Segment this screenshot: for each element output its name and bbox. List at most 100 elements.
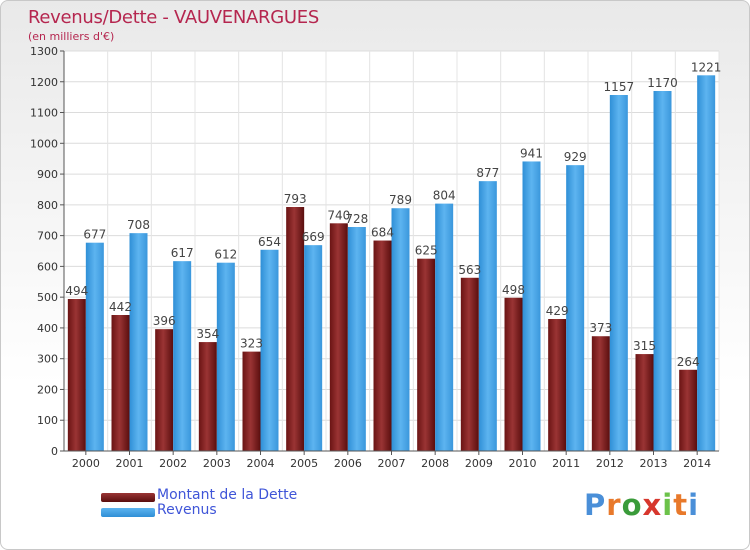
y-tick-label: 300 <box>37 353 58 366</box>
logo-letter: i <box>662 488 674 522</box>
bar-dette-2009 <box>460 277 479 451</box>
x-tick-label: 2000 <box>72 457 100 470</box>
data-label-dette: 354 <box>196 327 219 341</box>
logo-letter: r <box>606 488 622 522</box>
x-tick-label: 2001 <box>116 457 144 470</box>
y-tick-label: 1100 <box>30 107 58 120</box>
bar-dette-2014 <box>679 369 698 451</box>
x-tick-label: 2014 <box>683 457 711 470</box>
data-label-revenus: 654 <box>258 235 281 249</box>
data-label-revenus: 941 <box>520 146 543 160</box>
x-tick-label: 2010 <box>509 457 537 470</box>
bar-revenus-2012 <box>609 95 628 451</box>
chart-subtitle: (en milliers d'€) <box>28 30 115 43</box>
data-label-dette: 793 <box>284 192 307 206</box>
y-tick-label: 500 <box>37 291 58 304</box>
data-label-revenus: 929 <box>564 150 587 164</box>
x-tick-label: 2011 <box>552 457 580 470</box>
data-label-revenus: 708 <box>127 218 150 232</box>
data-label-dette: 429 <box>546 304 569 318</box>
bar-dette-2006 <box>329 223 348 451</box>
proxiti-logo: Proxiti <box>584 488 699 522</box>
data-label-dette: 563 <box>458 263 481 277</box>
logo-letter: t <box>673 488 689 522</box>
data-label-revenus: 804 <box>433 189 456 203</box>
chart-title: Revenus/Dette - VAUVENARGUES <box>28 7 319 28</box>
y-tick-label: 100 <box>37 414 58 427</box>
data-label-revenus: 669 <box>302 230 325 244</box>
data-label-revenus: 612 <box>214 248 237 262</box>
axes: 0 100 200 300 400 500 600 700 800 900 1000 1100 1200… <box>30 45 719 470</box>
data-label-dette: 264 <box>677 355 700 369</box>
data-label-revenus: 789 <box>389 193 412 207</box>
data-label-dette: 740 <box>327 208 350 222</box>
bar-revenus-2013 <box>653 91 672 451</box>
bar-revenus-2002 <box>173 261 192 451</box>
data-label-revenus: 1221 <box>691 60 722 74</box>
data-label-revenus: 677 <box>83 228 106 242</box>
x-tick-label: 2009 <box>465 457 493 470</box>
bar-dette-2011 <box>548 319 567 451</box>
legend-swatch-dette <box>101 493 155 502</box>
x-tick-label: 2005 <box>290 457 318 470</box>
data-label-dette: 315 <box>633 339 656 353</box>
y-tick-label: 1000 <box>30 137 58 150</box>
data-label-dette: 684 <box>371 226 394 240</box>
y-tick-label: 0 <box>51 445 58 458</box>
x-tick-label: 2002 <box>159 457 187 470</box>
bar-revenus-2000 <box>85 242 104 451</box>
y-tick-label: 1300 <box>30 45 58 58</box>
bar-dette-2008 <box>417 258 436 451</box>
y-tick-label: 800 <box>37 199 58 212</box>
data-label-revenus: 1157 <box>604 80 635 94</box>
data-label-revenus: 877 <box>476 166 499 180</box>
bar-revenus-2003 <box>216 262 235 451</box>
bar-revenus-2014 <box>697 75 716 452</box>
bar-revenus-2005 <box>304 245 323 451</box>
legend-label-revenus: Revenus <box>157 502 217 518</box>
data-label-dette: 625 <box>415 244 438 258</box>
bar-revenus-2007 <box>391 208 410 451</box>
data-label-revenus: 1170 <box>647 76 678 90</box>
bar-revenus-2004 <box>260 249 279 451</box>
bars <box>67 75 716 452</box>
data-label-dette: 498 <box>502 283 525 297</box>
x-tick-label: 2004 <box>247 457 275 470</box>
bar-dette-2002 <box>155 329 174 451</box>
bar-dette-2000 <box>67 299 86 451</box>
data-label-dette: 323 <box>240 337 263 351</box>
data-label-revenus: 728 <box>345 212 368 226</box>
y-tick-label: 900 <box>37 168 58 181</box>
logo-letter: x <box>642 488 663 522</box>
x-tick-label: 2007 <box>378 457 406 470</box>
y-tick-label: 200 <box>37 383 58 396</box>
y-tick-label: 400 <box>37 322 58 335</box>
bar-dette-2012 <box>591 336 610 451</box>
data-label-dette: 373 <box>589 321 612 335</box>
x-tick-label: 2008 <box>421 457 449 470</box>
data-label-revenus: 617 <box>171 246 194 260</box>
y-tick-label: 1200 <box>30 76 58 89</box>
bar-dette-2004 <box>242 351 261 451</box>
bar-revenus-2006 <box>347 227 366 451</box>
bar-revenus-2001 <box>129 233 148 451</box>
logo-letter: P <box>584 488 607 522</box>
bar-revenus-2009 <box>478 181 497 451</box>
bar-revenus-2010 <box>522 161 541 451</box>
bar-dette-2003 <box>198 342 217 451</box>
bar-revenus-2011 <box>566 165 585 451</box>
data-label-dette: 442 <box>109 300 132 314</box>
legend-label-dette: Montant de la Dette <box>157 487 298 503</box>
y-tick-label: 700 <box>37 230 58 243</box>
bar-dette-2005 <box>286 207 305 451</box>
bar-dette-2001 <box>111 315 130 451</box>
data-label-dette: 494 <box>65 284 88 298</box>
x-tick-label: 2012 <box>596 457 624 470</box>
bar-dette-2013 <box>635 354 654 451</box>
data-labels: 4946774427083966173546123236547936697407… <box>65 60 721 368</box>
logo-letter: i <box>688 488 700 522</box>
logo-letter: o <box>621 488 643 522</box>
legend-swatch-revenus <box>101 508 155 517</box>
